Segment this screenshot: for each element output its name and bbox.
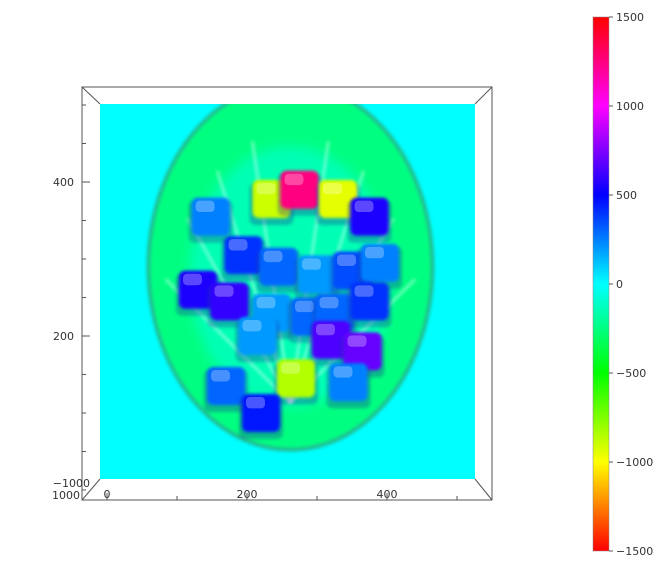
surface-feature [274,359,318,405]
x-tick-label: 200 [237,488,258,501]
box-outer-face [81,86,493,501]
x-tick-label: 0 [104,488,111,501]
box-frame [81,86,493,501]
colorbar-tick-label: 0 [616,278,623,291]
colorbar: 1500 1000 500 0 −500 −1000 −1500 [592,11,653,558]
surface-feature [239,394,283,439]
y-tick-label: 200 [53,330,74,343]
box-edge-tr [474,86,493,105]
surface-layer [146,104,435,452]
surface-feature [204,367,248,413]
y-tick-label: 400 [53,176,74,189]
surface-feature [277,170,322,216]
surface-feature [326,363,371,409]
axes: 0 200 400 200 400 [53,104,458,501]
box-edge-bl [81,478,101,501]
colorbar-tick-label: 1500 [616,11,644,24]
surface-feature [347,282,392,328]
surface-feature [347,197,392,243]
box-edge-tl [81,86,101,105]
box-edge-br [474,478,493,501]
surface-feature [295,255,339,301]
colorbar-gradient [592,16,610,552]
surface-feature [358,243,402,289]
colorbar-tick-label: −1500 [616,545,653,558]
corner-label-bottom: 1000 [52,489,80,502]
surface-feature [256,247,301,293]
surface-feature [309,320,353,366]
surface-feature [207,282,252,328]
surface-feature [340,332,385,378]
surface-feature [235,317,280,362]
x-tick-label: 400 [377,488,398,501]
surface-feature [221,236,266,282]
colorbar-tick-label: −500 [616,367,646,380]
colorbar-tick-label: 500 [616,189,637,202]
corner-label-top: −1000 [53,477,90,490]
surface-feature [188,197,233,243]
colorbar-tick-label: −1000 [616,456,653,469]
colorbar-tick-label: 1000 [616,100,644,113]
